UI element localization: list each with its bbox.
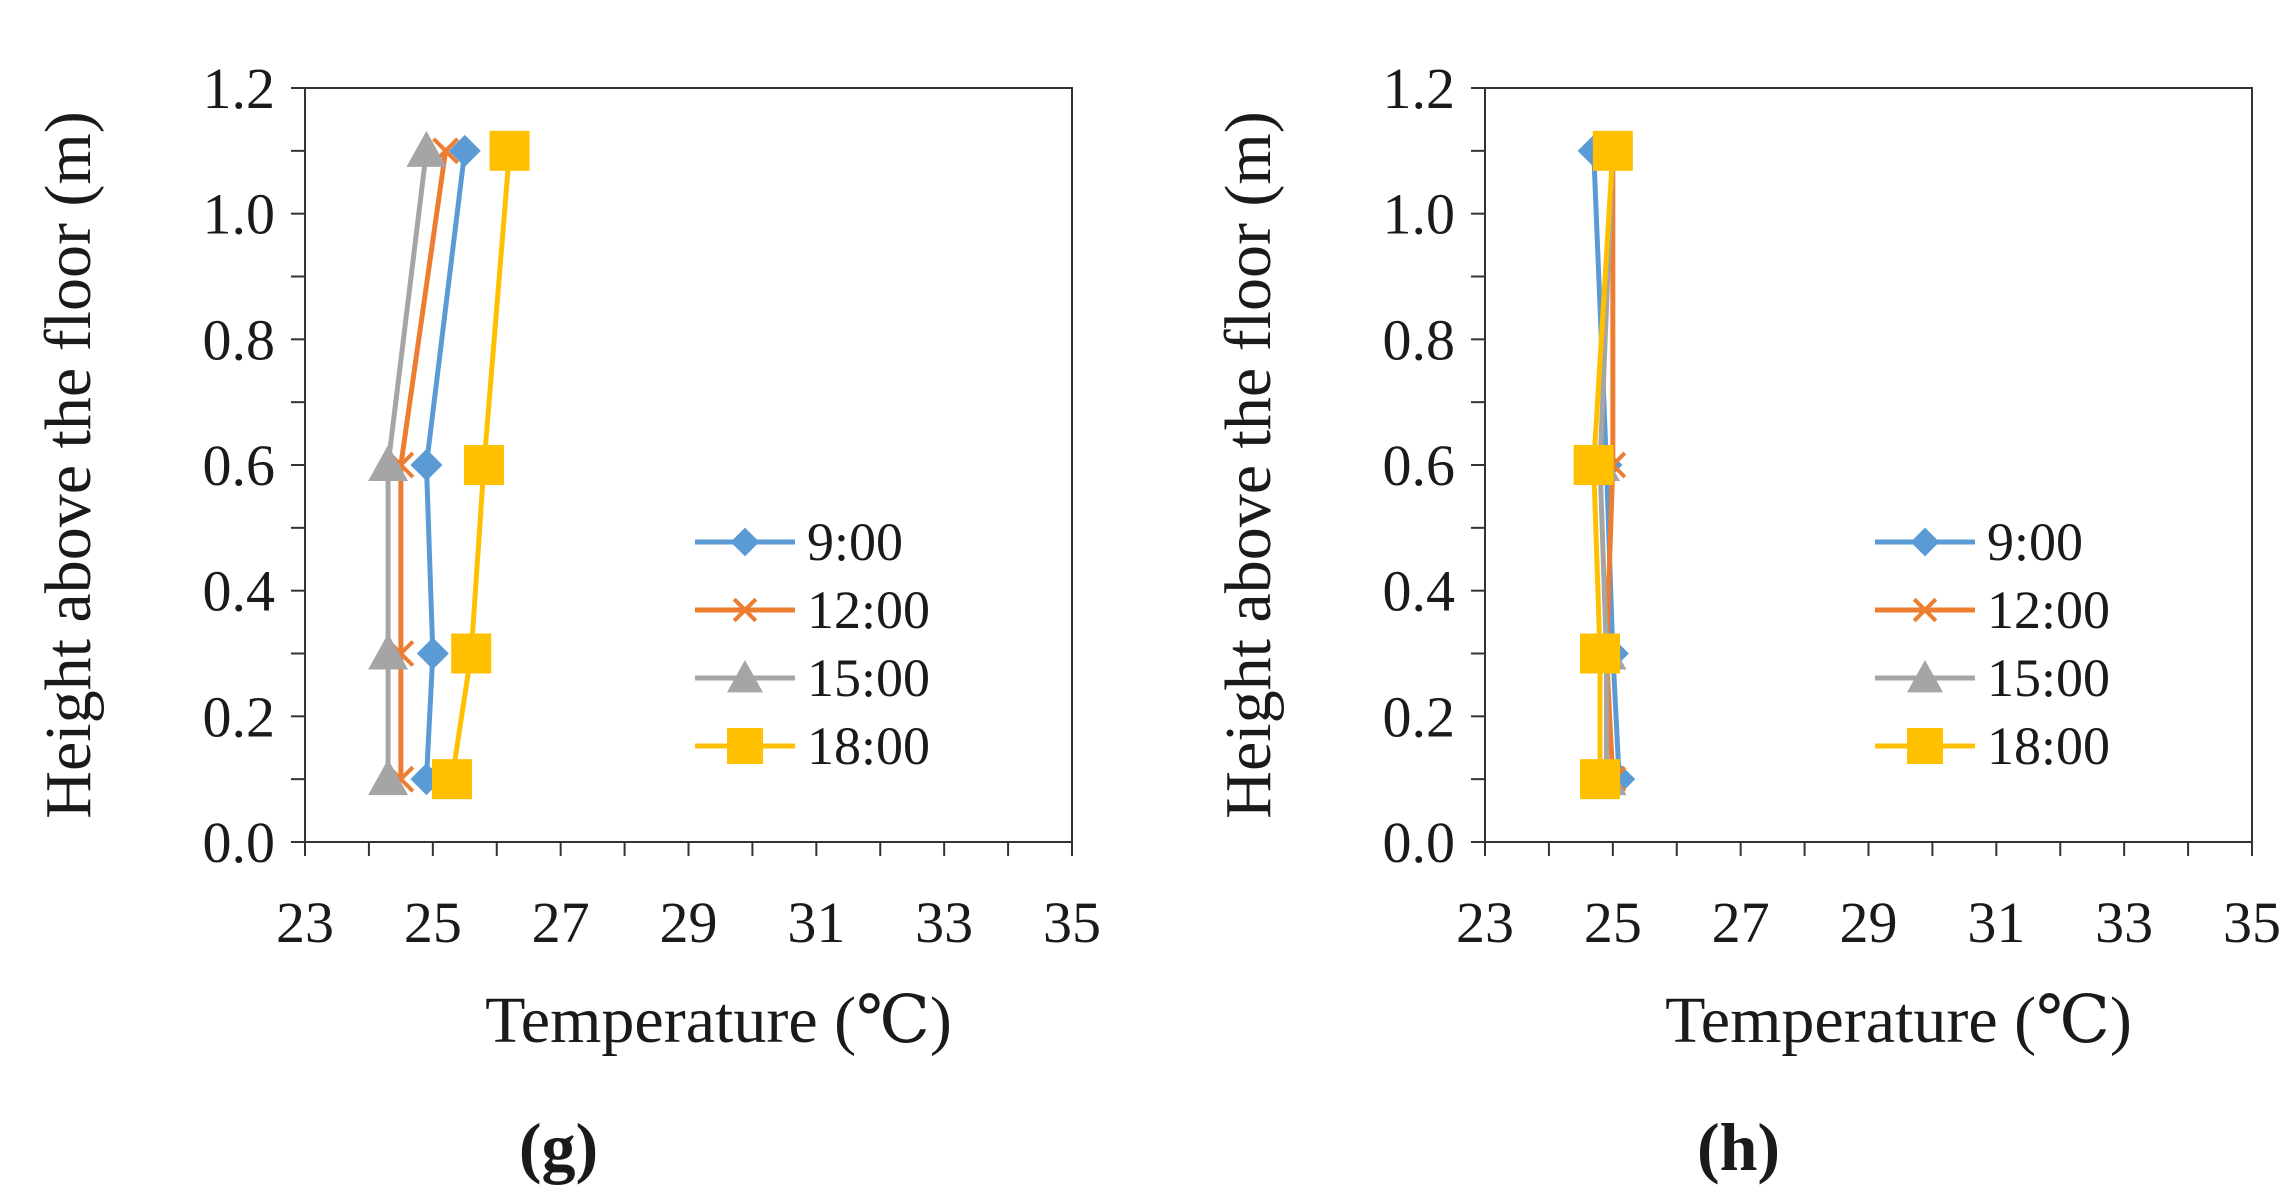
series-900 <box>410 134 481 796</box>
x-tick-label: 31 <box>1967 890 2025 955</box>
data-point <box>489 130 530 171</box>
legend-label: 12:00 <box>807 580 930 640</box>
y-tick-label: 0.2 <box>1383 684 1456 749</box>
legend-label: 15:00 <box>1987 648 2110 708</box>
legend: 9:00 12:00 15:00 18:00 <box>695 512 930 776</box>
series-line <box>423 150 468 780</box>
series-line <box>398 150 449 780</box>
y-tick-label: 1.2 <box>203 56 276 121</box>
y-tick-label: 0.0 <box>1383 810 1456 875</box>
x-tick-label: 33 <box>915 890 973 955</box>
y-axis-title: Height above the floor (m) <box>1212 111 1285 818</box>
y-tick-label: 0.6 <box>203 433 276 498</box>
panel-caption: (g) <box>519 1109 598 1185</box>
data-point <box>1592 130 1633 171</box>
legend-marker <box>727 728 763 764</box>
legend-marker <box>1907 660 1943 693</box>
y-tick-label: 0.8 <box>1383 307 1456 372</box>
y-tick-label: 0.2 <box>203 684 276 749</box>
panel-caption: (h) <box>1697 1109 1780 1185</box>
series-line <box>1597 150 1616 780</box>
series-line <box>1603 150 1616 780</box>
legend: 9:00 12:00 15:00 18:00 <box>1875 512 2110 776</box>
x-tick-label: 27 <box>532 890 590 955</box>
legend-marker <box>1912 597 1938 623</box>
x-tick-label: 29 <box>1840 890 1898 955</box>
series-line <box>385 150 429 780</box>
y-axis-title: Height above the floor (m) <box>32 111 105 818</box>
x-tick-label: 31 <box>787 890 845 955</box>
legend-label: 18:00 <box>807 716 930 776</box>
data-point <box>416 637 449 670</box>
series-1800 <box>432 130 530 800</box>
legend-marker <box>1907 728 1943 764</box>
series-line <box>1591 150 1616 780</box>
legend-marker <box>730 527 760 557</box>
data-point <box>368 633 409 670</box>
series-line <box>449 150 513 780</box>
y-tick-label: 0.4 <box>1383 559 1456 624</box>
y-tick-label: 1.0 <box>1383 182 1456 247</box>
y-tick-label: 0.0 <box>203 810 276 875</box>
legend-label: 9:00 <box>1987 512 2083 572</box>
data-point <box>406 130 447 167</box>
data-point <box>368 445 409 481</box>
x-tick-label: 27 <box>1712 890 1770 955</box>
y-tick-label: 1.2 <box>1383 56 1456 121</box>
legend-marker <box>732 597 758 623</box>
data-point <box>448 134 481 167</box>
legend-marker <box>1910 527 1940 557</box>
data-point <box>451 633 492 674</box>
x-tick-label: 23 <box>1456 890 1514 955</box>
legend-label: 12:00 <box>1987 580 2110 640</box>
data-point <box>368 759 409 796</box>
legend-label: 15:00 <box>807 648 930 708</box>
data-point <box>1580 759 1621 800</box>
legend-marker <box>727 660 763 693</box>
x-tick-label: 23 <box>276 890 334 955</box>
x-marker-stroke <box>1912 597 1938 623</box>
data-point <box>410 449 443 481</box>
legend-label: 18:00 <box>1987 716 2110 776</box>
x-marker-stroke <box>732 597 758 623</box>
y-tick-label: 1.0 <box>203 182 276 247</box>
series-1800 <box>1573 130 1633 800</box>
y-tick-label: 0.8 <box>203 307 276 372</box>
x-tick-label: 35 <box>2223 890 2281 955</box>
x-tick-label: 29 <box>660 890 718 955</box>
x-axis-title: Temperature (℃) <box>1665 984 2132 1057</box>
data-point <box>1573 445 1614 485</box>
x-tick-label: 33 <box>2095 890 2153 955</box>
legend-label: 9:00 <box>807 512 903 572</box>
x-axis-title: Temperature (℃) <box>485 984 952 1057</box>
chart-panel-g: 0.0 0.2 0.4 0.6 0.8 1.0 1.2 23 25 27 29 31 33 35 Tempe… <box>32 56 1101 1185</box>
y-tick-label: 0.6 <box>1383 433 1456 498</box>
series-1500 <box>368 130 447 796</box>
x-tick-label: 25 <box>404 890 462 955</box>
x-tick-label: 35 <box>1043 890 1101 955</box>
data-point <box>1580 633 1621 674</box>
y-tick-label: 0.4 <box>203 559 276 624</box>
x-tick-label: 25 <box>1584 890 1642 955</box>
chart-panel-h: 0.0 0.2 0.4 0.6 0.8 1.0 1.2 23 25 27 29 31 33 35 Tempe… <box>1212 56 2281 1185</box>
data-point <box>432 759 473 800</box>
data-point <box>463 445 504 485</box>
